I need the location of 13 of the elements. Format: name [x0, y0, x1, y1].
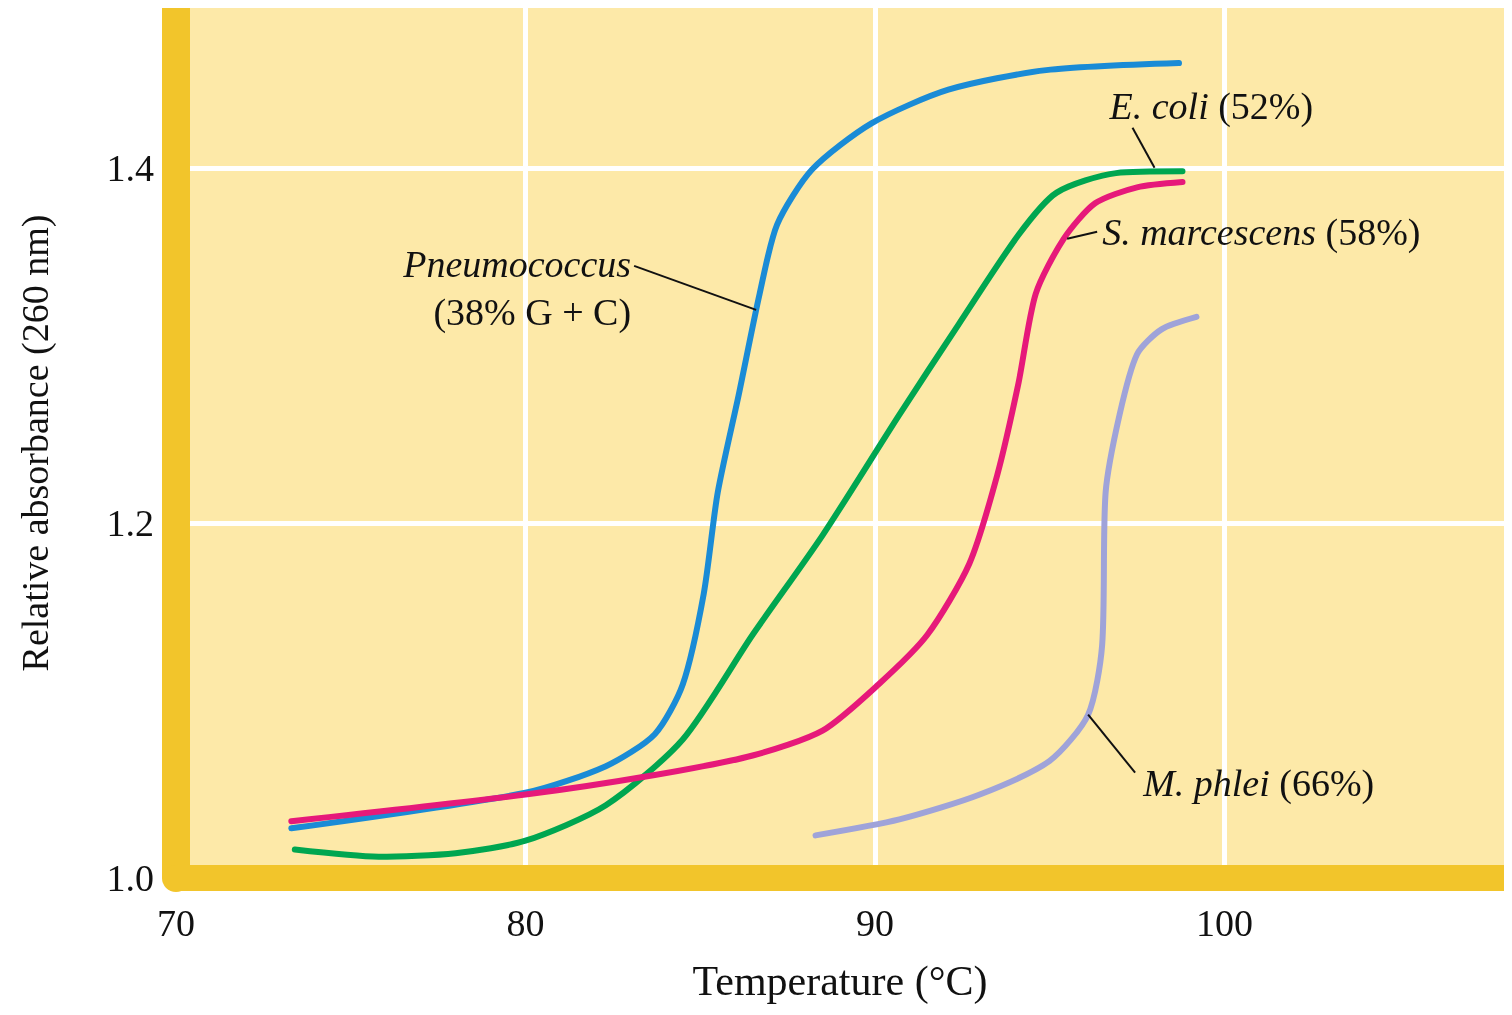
annotation: E. coli (52%)	[1108, 84, 1314, 128]
annotation: Pneumococcus (38% G + C)	[402, 242, 632, 334]
annotation: M. phlei (66%)	[1142, 761, 1375, 805]
annotation: S. marcescens (58%)	[1102, 210, 1421, 254]
y-tick-label: 1.4	[106, 146, 154, 189]
x-tick-label: 100	[1195, 902, 1253, 944]
y-axis-title: Relative absorbance (260 nm)	[14, 214, 57, 672]
x-tick-label: 70	[157, 902, 195, 944]
x-tick-label: 80	[506, 902, 545, 944]
x-tick-label: 90	[855, 902, 894, 944]
y-tick-label: 1.2	[106, 501, 154, 544]
y-tick-label: 1.0	[106, 857, 154, 899]
x-axis-title: Temperature (°C)	[692, 958, 988, 1005]
